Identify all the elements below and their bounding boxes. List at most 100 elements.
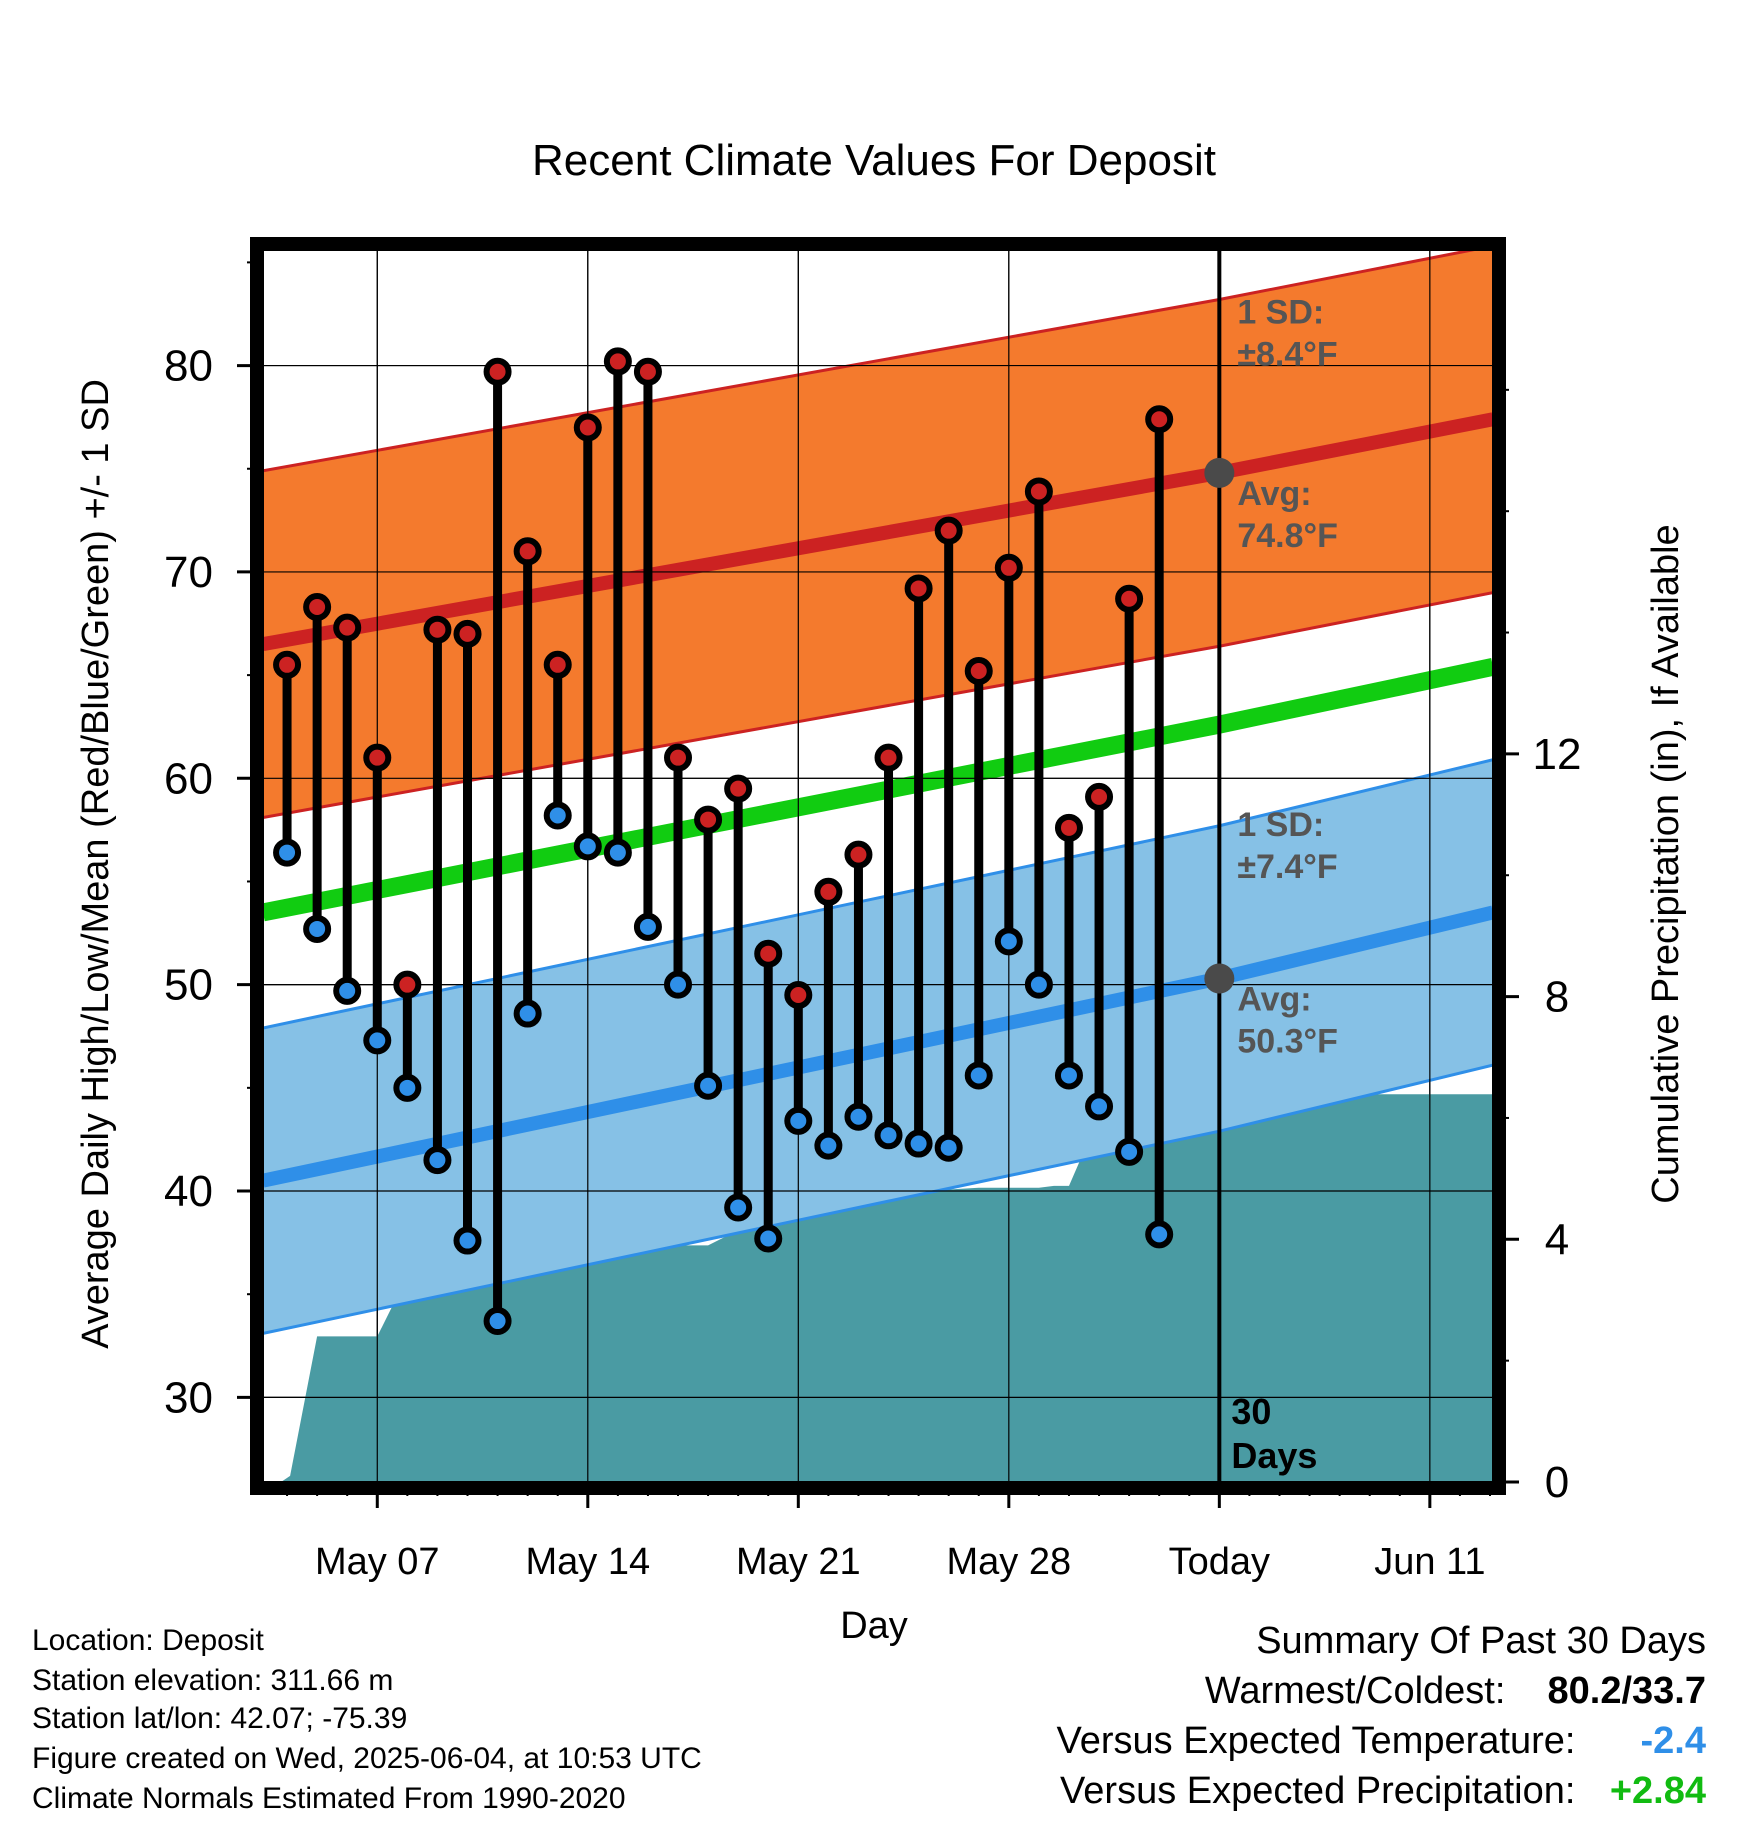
high-point bbox=[934, 516, 963, 545]
high-point bbox=[784, 980, 813, 1009]
high-point bbox=[1115, 584, 1144, 613]
summary-warm-cold-label: Warmest/Coldest: bbox=[1204, 1670, 1506, 1712]
high-sd-label: 1 SD: bbox=[1237, 294, 1324, 332]
low-avg-value: 50.3°F bbox=[1237, 1022, 1338, 1060]
low-point bbox=[964, 1061, 993, 1090]
summary-title: Summary Of Past 30 Days bbox=[1256, 1620, 1706, 1662]
high-point bbox=[844, 840, 873, 869]
low-point bbox=[363, 1026, 392, 1055]
high-point bbox=[363, 743, 392, 772]
low-sd-label: 1 SD: bbox=[1237, 806, 1324, 844]
high-point bbox=[1024, 477, 1053, 506]
high-point bbox=[483, 357, 512, 386]
high-point bbox=[303, 593, 332, 622]
annotations: 1 SD: ±8.4°F Avg: 74.8°F 1 SD: ±7.4°F Avg: 50.3… bbox=[1231, 294, 1338, 1476]
summary-warm-cold-value: 80.2/33.7 bbox=[1547, 1670, 1706, 1712]
high-point bbox=[664, 743, 693, 772]
y-tick-label: 70 bbox=[164, 548, 213, 597]
summary-precip-label: Versus Expected Precipitation: bbox=[1060, 1770, 1576, 1812]
x-tick-label: Jun 11 bbox=[1374, 1541, 1485, 1583]
summary-precip-value: +2.84 bbox=[1609, 1770, 1706, 1812]
x-tick-label: May 28 bbox=[947, 1541, 1072, 1583]
low-point bbox=[904, 1129, 933, 1158]
low-point bbox=[1024, 970, 1053, 999]
low-point bbox=[694, 1071, 723, 1100]
y2-tick-label: 4 bbox=[1545, 1215, 1569, 1264]
high-sd-value: ±8.4°F bbox=[1237, 336, 1337, 374]
low-point bbox=[423, 1146, 452, 1175]
y2-axis-label: Cumulative Precipitation (in), If Availa… bbox=[1645, 524, 1687, 1203]
y2-tick-label: 8 bbox=[1545, 973, 1569, 1022]
footer-elevation: Station elevation: 311.66 m bbox=[32, 1664, 394, 1697]
low-point bbox=[513, 999, 542, 1028]
low-point bbox=[273, 838, 302, 867]
low-point bbox=[573, 832, 602, 861]
low-sd-value: ±7.4°F bbox=[1237, 848, 1337, 886]
low-point bbox=[1085, 1092, 1114, 1121]
low-point bbox=[754, 1224, 783, 1253]
high-point bbox=[1085, 782, 1114, 811]
high-avg-value: 74.8°F bbox=[1237, 517, 1338, 555]
plot-frame bbox=[250, 237, 1506, 1495]
y-tick-label: 50 bbox=[164, 961, 213, 1010]
summary-temp-value: -2.4 bbox=[1640, 1720, 1706, 1762]
low-point bbox=[934, 1133, 963, 1162]
low-point bbox=[1145, 1220, 1174, 1249]
low-point bbox=[393, 1073, 422, 1102]
summary-temp: Versus Expected Temperature: -2.4 bbox=[1057, 1720, 1706, 1763]
low-point bbox=[784, 1106, 813, 1135]
high-point bbox=[1054, 813, 1083, 842]
high-point bbox=[724, 774, 753, 803]
summary-warm-cold: Warmest/Coldest: 80.2/33.7 bbox=[1205, 1670, 1706, 1713]
y-tick-label: 30 bbox=[164, 1373, 213, 1422]
low-avg-label: Avg: bbox=[1237, 980, 1311, 1018]
x-tick-label: May 07 bbox=[315, 1541, 440, 1583]
summary-temp-label: Versus Expected Temperature: bbox=[1056, 1720, 1576, 1762]
high-point bbox=[964, 656, 993, 685]
high-point bbox=[273, 650, 302, 679]
y2-tick-label: 0 bbox=[1545, 1458, 1569, 1507]
high-avg-label: Avg: bbox=[1237, 475, 1311, 513]
summary-precip: Versus Expected Precipitation: +2.84 bbox=[1060, 1770, 1706, 1813]
high-point bbox=[1145, 405, 1174, 434]
low-point bbox=[814, 1131, 843, 1160]
y-axis-left: 30 40 50 60 70 80 bbox=[164, 261, 257, 1422]
low-point bbox=[1115, 1137, 1144, 1166]
high-point bbox=[393, 970, 422, 999]
x-axis-label: Day bbox=[840, 1605, 908, 1647]
low-point bbox=[874, 1121, 903, 1150]
footer-normals: Climate Normals Estimated From 1990-2020 bbox=[32, 1782, 626, 1815]
high-point bbox=[603, 347, 632, 376]
low-point bbox=[664, 970, 693, 999]
x-axis: May 07 May 14 May 21 May 28 Today Jun 11 bbox=[286, 1488, 1491, 1583]
plot-area bbox=[263, 250, 1493, 1482]
low-point bbox=[844, 1102, 873, 1131]
window-label-unit: Days bbox=[1231, 1435, 1317, 1476]
low-point bbox=[303, 914, 332, 943]
high-point bbox=[513, 537, 542, 566]
x-tick-label: Today bbox=[1169, 1541, 1270, 1583]
footer-created: Figure created on Wed, 2025-06-04, at 10… bbox=[32, 1742, 702, 1775]
high-point bbox=[333, 613, 362, 642]
low-point bbox=[724, 1193, 753, 1222]
high-point bbox=[573, 413, 602, 442]
high-point bbox=[994, 553, 1023, 582]
high-point bbox=[754, 939, 783, 968]
y2-tick-label: 12 bbox=[1533, 730, 1582, 779]
low-point bbox=[994, 927, 1023, 956]
low-point bbox=[483, 1307, 512, 1336]
y-axis-right: 0 4 8 12 bbox=[1499, 388, 1582, 1507]
y-tick-label: 40 bbox=[164, 1167, 213, 1216]
high-point bbox=[453, 619, 482, 648]
low-point bbox=[453, 1226, 482, 1255]
high-point bbox=[874, 743, 903, 772]
high-point bbox=[633, 357, 662, 386]
low-point bbox=[543, 801, 572, 830]
high-point bbox=[694, 805, 723, 834]
high-point bbox=[543, 650, 572, 679]
high-point bbox=[423, 615, 452, 644]
x-tick-label: May 21 bbox=[736, 1541, 861, 1583]
x-tick-label: May 14 bbox=[525, 1541, 650, 1583]
daily-range-stems bbox=[282, 361, 1164, 1322]
